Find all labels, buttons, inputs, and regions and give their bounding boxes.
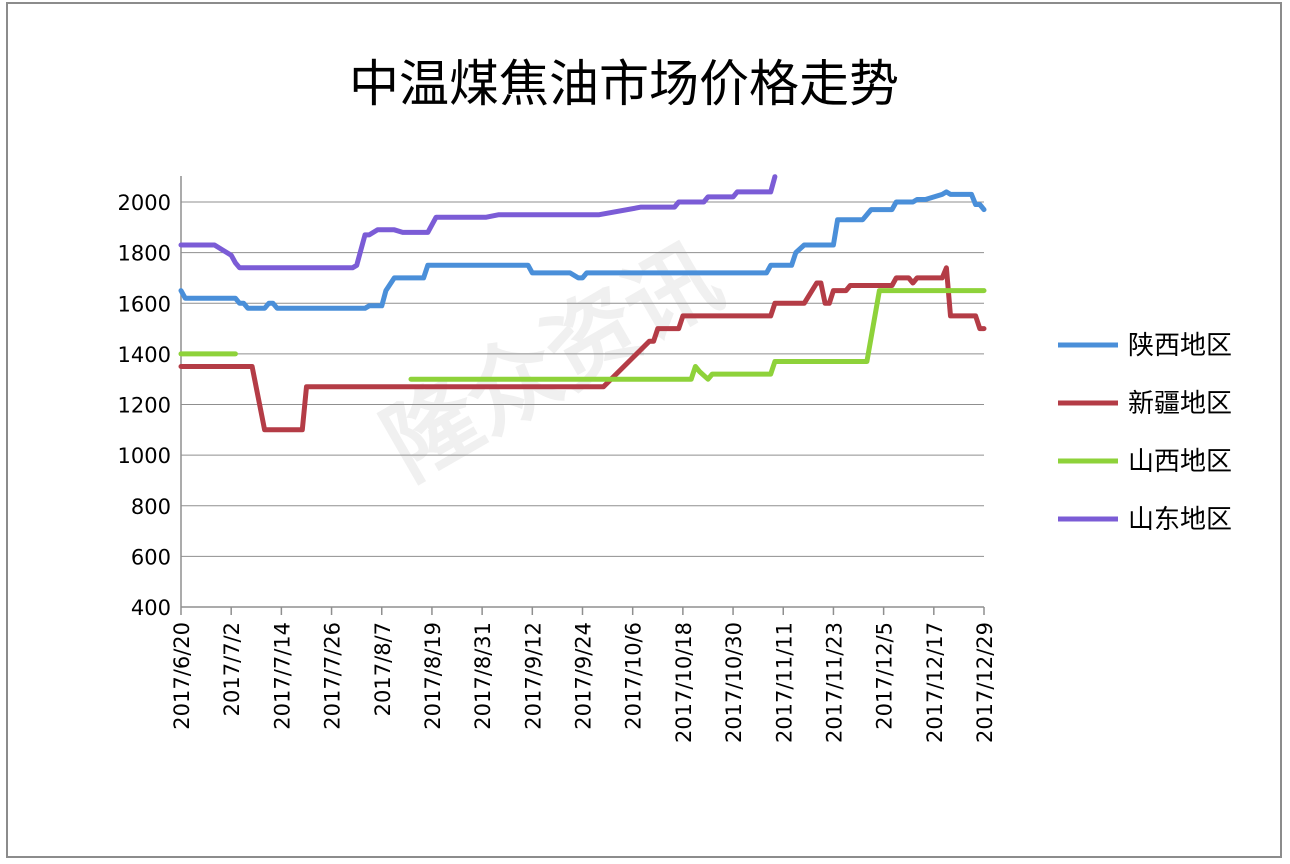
axes xyxy=(180,176,985,615)
y-tick-label: 1200 xyxy=(118,394,171,418)
y-tick-label: 1000 xyxy=(118,444,171,468)
legend-label: 陕西地区 xyxy=(1128,331,1232,361)
x-tick-label: 2017/8/31 xyxy=(471,622,495,730)
x-tick-label: 2017/12/17 xyxy=(923,622,947,743)
series-line xyxy=(178,189,987,311)
x-tick-label: 2017/7/14 xyxy=(270,622,294,730)
x-tick-label: 2017/12/5 xyxy=(873,622,897,730)
y-tick-label: 1600 xyxy=(118,292,171,316)
x-tick-label: 2017/9/24 xyxy=(572,622,596,730)
watermark: 隆众资讯 xyxy=(366,223,738,500)
line-chart: 隆众资讯 中温煤焦油市场价格走势 400 600 800 1000 1200 1400 16… xyxy=(118,55,1232,743)
series xyxy=(178,174,987,433)
legend-label: 山西地区 xyxy=(1128,447,1232,477)
y-tick-label: 1800 xyxy=(118,242,171,266)
y-tick-labels: 400 600 800 1000 1200 1400 1600 1800 2000 xyxy=(118,191,171,620)
x-tick-label: 2017/6/20 xyxy=(170,622,194,730)
grid xyxy=(181,201,984,557)
series-line xyxy=(408,288,987,382)
series-line xyxy=(178,174,778,271)
y-tick-label: 400 xyxy=(131,596,171,620)
y-tick-label: 800 xyxy=(131,495,171,519)
x-tick-label: 2017/12/29 xyxy=(973,622,997,743)
x-tick-labels: 2017/6/20 2017/7/2 2017/7/14 2017/7/26 2017/… xyxy=(170,622,997,743)
x-tick-label: 2017/9/12 xyxy=(521,622,545,730)
chart-frame: 隆众资讯 中温煤焦油市场价格走势 400 600 800 1000 1200 1400 16… xyxy=(6,2,1282,858)
x-tick-label: 2017/11/11 xyxy=(772,622,796,743)
y-tick-label: 600 xyxy=(131,545,171,569)
legend-label: 新疆地区 xyxy=(1128,389,1232,419)
legend-label: 山东地区 xyxy=(1128,505,1232,535)
x-tick-label: 2017/8/19 xyxy=(421,622,445,730)
x-tick-label: 2017/7/26 xyxy=(321,622,345,730)
chart-title: 中温煤焦油市场价格走势 xyxy=(349,55,899,113)
x-tick-label: 2017/7/2 xyxy=(220,622,244,716)
x-tick-label: 2017/8/7 xyxy=(371,622,395,716)
x-tick-label: 2017/11/23 xyxy=(822,622,846,743)
x-tick-label: 2017/10/18 xyxy=(672,622,696,743)
x-tick-label: 2017/10/6 xyxy=(622,622,646,730)
y-tick-label: 2000 xyxy=(118,191,171,215)
x-tick-label: 2017/10/30 xyxy=(722,622,746,743)
y-tick-label: 1400 xyxy=(118,343,171,367)
